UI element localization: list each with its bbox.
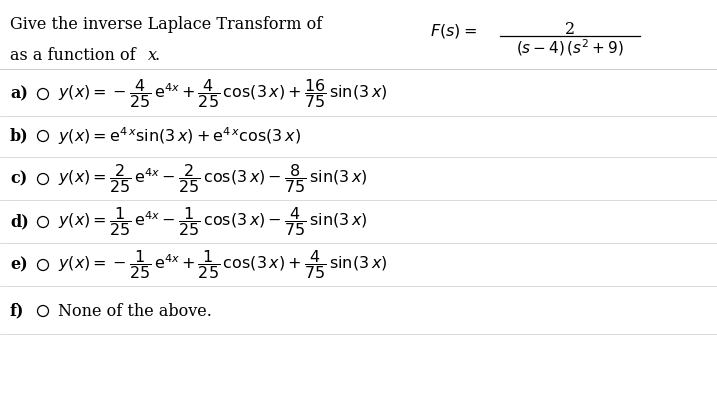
Text: $y(x) = \dfrac{1}{25}\,\mathrm{e}^{4x} - \dfrac{1}{25}\,\cos(3\,x) - \dfrac{4}{7: $y(x) = \dfrac{1}{25}\,\mathrm{e}^{4x} -… — [58, 206, 368, 238]
Text: Give the inverse Laplace Transform of: Give the inverse Laplace Transform of — [10, 16, 322, 33]
Text: e): e) — [10, 256, 28, 273]
Text: 2: 2 — [565, 21, 575, 38]
Text: $y(x) = \dfrac{2}{25}\,\mathrm{e}^{4x} - \dfrac{2}{25}\,\cos(3\,x) - \dfrac{8}{7: $y(x) = \dfrac{2}{25}\,\mathrm{e}^{4x} -… — [58, 162, 368, 195]
Text: $F(s) =$: $F(s) =$ — [430, 22, 477, 40]
Text: $y(x) = -\dfrac{1}{25}\,\mathrm{e}^{4x} + \dfrac{1}{25}\,\cos(3\,x) + \dfrac{4}{: $y(x) = -\dfrac{1}{25}\,\mathrm{e}^{4x} … — [58, 249, 387, 281]
Text: .: . — [155, 47, 160, 64]
Text: c): c) — [10, 171, 27, 188]
Text: None of the above.: None of the above. — [58, 303, 212, 320]
Text: as a function of: as a function of — [10, 47, 141, 64]
Text: b): b) — [10, 128, 29, 145]
Text: a): a) — [10, 85, 28, 102]
Text: d): d) — [10, 214, 29, 230]
Text: f): f) — [10, 303, 24, 320]
Text: $y(x) = -\dfrac{4}{25}\,\mathrm{e}^{4x} + \dfrac{4}{25}\,\cos(3\,x) + \dfrac{16}: $y(x) = -\dfrac{4}{25}\,\mathrm{e}^{4x} … — [58, 78, 387, 110]
Text: $y(x) = \mathrm{e}^{4\,x}\sin(3\,x) + \mathrm{e}^{4\,x}\cos(3\,x)$: $y(x) = \mathrm{e}^{4\,x}\sin(3\,x) + \m… — [58, 125, 301, 147]
Text: $(s-4)\,(s^{2}+9)$: $(s-4)\,(s^{2}+9)$ — [516, 37, 624, 58]
Text: x: x — [148, 47, 157, 64]
